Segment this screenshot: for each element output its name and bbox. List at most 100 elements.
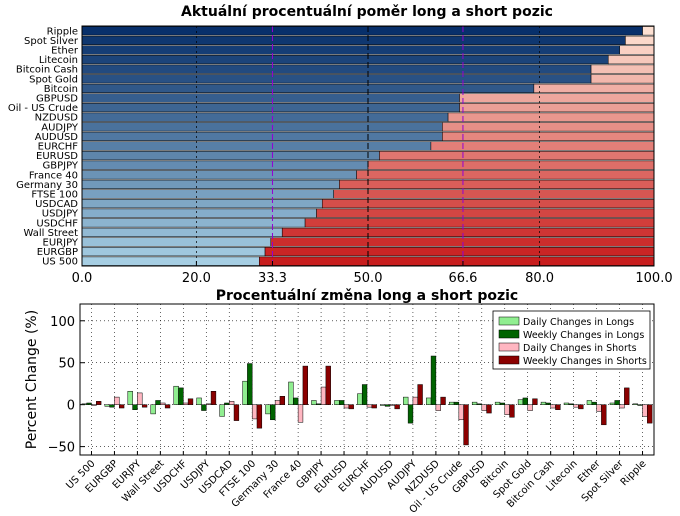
series-bar [596, 404, 602, 412]
long-bar [81, 74, 592, 84]
series-bar [91, 404, 97, 406]
series-bar [476, 403, 483, 405]
series-bar [609, 402, 616, 405]
long-bar [81, 93, 460, 103]
series-bar [555, 404, 561, 410]
series-bar [517, 399, 524, 405]
series-bar [426, 397, 432, 405]
series-bar [325, 365, 331, 405]
series-bar [430, 355, 437, 405]
long-bar [81, 45, 620, 55]
series-bar [311, 400, 317, 405]
series-bar [486, 404, 492, 414]
short-bar [281, 227, 655, 237]
series-bar [357, 393, 363, 405]
series-bar [494, 401, 501, 405]
category-label: USDJPY [42, 209, 79, 220]
long-bar [81, 179, 340, 189]
short-bar [316, 208, 655, 218]
long-bar [81, 199, 323, 209]
series-bar [509, 404, 515, 418]
short-bar [459, 103, 655, 113]
category-label: Spot Silver [24, 36, 79, 47]
chart-title-bottom: Procentuální změna long a short pozic [216, 288, 518, 304]
category-label: EURGBP [37, 247, 78, 258]
category-label: Germany 30 [16, 180, 78, 191]
short-bar [442, 131, 655, 141]
long-bar [81, 64, 592, 74]
series-bar [624, 387, 630, 405]
series-bar [219, 404, 225, 417]
series-bar [647, 404, 653, 424]
short-bar [356, 170, 655, 180]
series-bar [242, 380, 248, 405]
series-bar [293, 397, 299, 405]
legend-label: Daily Changes in Shorts [523, 343, 637, 354]
series-bar [380, 404, 386, 406]
series-bar [206, 403, 212, 405]
short-bar [367, 160, 655, 170]
short-bar [304, 218, 655, 228]
series-bar [435, 404, 441, 411]
series-bar [578, 404, 584, 410]
y-tick-label: 0 [67, 399, 75, 414]
legend-swatch [498, 342, 520, 352]
series-bar [183, 402, 189, 405]
series-bar [233, 404, 240, 421]
series-bar [251, 404, 258, 420]
long-bar [81, 208, 317, 218]
category-label: US 500 [42, 257, 78, 268]
long-bar [81, 218, 306, 228]
series-bar [137, 392, 143, 405]
series-bar [141, 404, 148, 408]
series-bar [586, 400, 593, 405]
short-bar [447, 112, 655, 122]
series-bar [196, 397, 202, 405]
x-tick-label: 50.0 [354, 271, 383, 286]
long-bar [81, 189, 334, 199]
short-bar [321, 199, 655, 209]
series-bar [109, 404, 115, 408]
long-bar [81, 141, 432, 151]
short-bar [333, 189, 655, 199]
series-bar [448, 401, 455, 405]
short-bar [607, 55, 655, 65]
series-bar [563, 402, 570, 405]
series-bar [481, 404, 487, 411]
short-bar [590, 74, 655, 84]
series-bar [334, 400, 340, 405]
series-bar [389, 404, 396, 406]
y-axis-label: Percent Change (%) [24, 310, 40, 449]
category-label: AUDJPY [41, 122, 79, 133]
legend-swatch [498, 316, 520, 326]
series-bar [178, 387, 184, 405]
series-bar [601, 404, 607, 426]
category-label: Litecoin [39, 55, 78, 66]
series-bar [632, 403, 638, 405]
category-label: AUDUSD [35, 132, 79, 143]
x-tick-label: 0.0 [72, 271, 93, 286]
series-bar [104, 404, 110, 407]
series-bar [366, 404, 373, 408]
series-bar [247, 363, 253, 405]
category-label: GBPUSD [36, 94, 78, 105]
long-bar [81, 227, 283, 237]
category-label: GBPJPY [42, 161, 78, 172]
x-tick-label: 66.6 [448, 271, 477, 286]
series-bar [270, 404, 276, 421]
series-bar [173, 385, 179, 405]
series-bar [614, 400, 620, 405]
series-bar [127, 390, 133, 405]
short-bar [264, 247, 655, 257]
series-bar [440, 396, 446, 405]
series-bar [499, 402, 506, 405]
series-bar [118, 404, 125, 409]
y-tick-label: −50 [48, 441, 75, 456]
long-bar [81, 26, 643, 36]
series-bar [532, 398, 538, 405]
series-bar [348, 404, 354, 410]
category-label: Spot Gold [29, 74, 78, 85]
short-bar [442, 122, 655, 132]
